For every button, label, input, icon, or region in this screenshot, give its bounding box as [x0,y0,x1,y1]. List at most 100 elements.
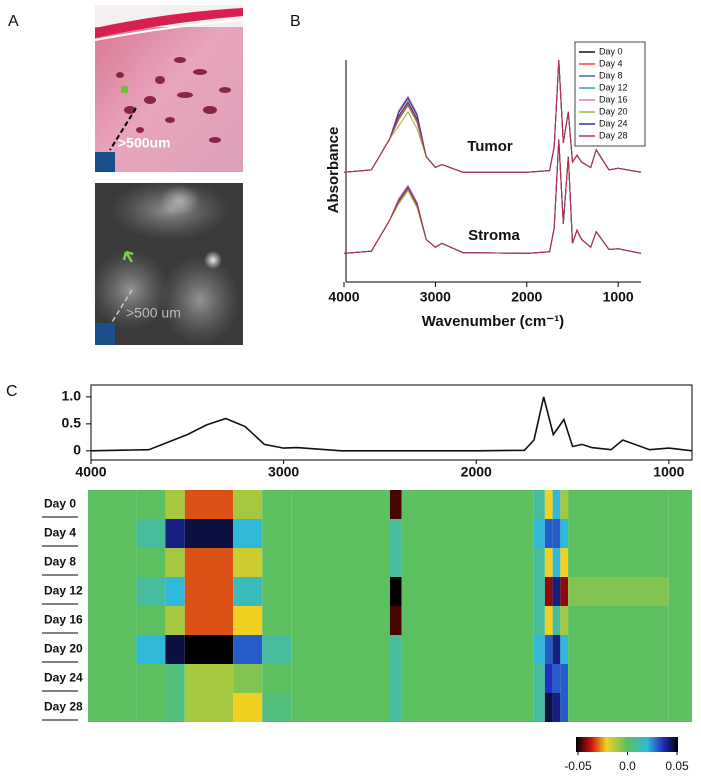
heatmap-cell [136,519,166,548]
heatmap-cell [544,519,553,548]
heatmap-cell [568,664,669,693]
heatmap-cell [184,606,234,635]
row-label: Day 4 [44,526,76,540]
heatmap-cell [291,577,390,606]
heatmap-cell [390,606,402,635]
heatmap-cell [533,693,545,722]
heatmap-cell [390,490,402,519]
heatmap-cell [668,664,692,693]
x-tick-label: 4000 [75,464,106,480]
panel-label: B [290,13,301,30]
heatmap-cell [136,606,166,635]
legend-label: Day 0 [599,46,623,56]
heatmap-cell [291,606,390,635]
heatmap-cell [401,519,534,548]
heatmap-cell [560,519,569,548]
heatmap-cell [552,519,561,548]
heatmap-cell [544,664,553,693]
heatmap-cell [233,519,263,548]
heatmap-cell [552,548,561,577]
heatmap-cell [88,548,137,577]
heatmap-cell [560,548,569,577]
heatmap-cell [184,693,234,722]
heatmap-cell [401,490,534,519]
heatmap-cell [544,548,553,577]
legend-label: Day 4 [599,58,623,68]
y-tick-label: 0.5 [62,415,82,431]
heatmap-cell [552,606,561,635]
row-label: Day 8 [44,555,76,569]
heatmap-cell [165,548,185,577]
x-tick-label: 1000 [653,464,684,480]
heatmap-cell [544,635,553,664]
heatmap-cell [233,693,263,722]
heatmap-cell [668,519,692,548]
heatmap-cell [291,548,390,577]
heatmap-cell [560,577,569,606]
heatmap-cell [401,606,534,635]
heatmap-cell [136,693,166,722]
heatmap-cell [552,577,561,606]
heatmap-cell [233,635,263,664]
colorbar-tick-label: 0.0 [619,759,636,773]
row-label: Day 24 [44,671,83,685]
heatmap-cell [552,693,561,722]
heatmap-cell [262,548,292,577]
heatmap-cell [533,606,545,635]
heatmap-cell [165,519,185,548]
heatmap-cell [136,664,166,693]
heatmap-cell [568,548,669,577]
heatmap-cell [165,606,185,635]
heatmap-cell [184,519,234,548]
heatmap-cell [262,490,292,519]
heatmap-cell [136,577,166,606]
heatmap-cell [233,577,263,606]
heatmap-cell [390,693,402,722]
heatmap-cell [136,548,166,577]
heatmap-cell [291,664,390,693]
colorbar-tick-label: 0.05 [665,759,689,773]
heatmap-cell [291,635,390,664]
heatmap-cell [668,606,692,635]
heatmap-cell [552,635,561,664]
heatmap-cell [390,635,402,664]
heatmap-cell [544,693,553,722]
histology-image [94,5,244,172]
heatmap-cell [262,606,292,635]
heatmap-cell [533,548,545,577]
heatmap-cell [291,693,390,722]
heatmap-cell [184,548,234,577]
heatmap-cell [568,490,669,519]
heatmap-cell [533,664,545,693]
heatmap-cell [165,693,185,722]
heatmap-cell [568,519,669,548]
heatmap-cell [165,664,185,693]
heatmap-cell [136,635,166,664]
heatmap-cell [533,490,545,519]
heatmap-cell [544,490,553,519]
legend-label: Day 12 [599,82,628,92]
heatmap-cell [262,693,292,722]
heatmap-cell [401,577,534,606]
scale-label: >500 um [126,305,181,321]
heatmap-cell [165,635,185,664]
panel-label: C [6,383,18,400]
fluorescence-image [90,180,243,345]
legend-label: Day 20 [599,106,628,116]
heatmap-cell [568,606,669,635]
heatmap-cell [668,548,692,577]
y-tick-label: 0 [73,442,81,458]
heatmap-cell [390,519,402,548]
heatmap-cell [88,635,137,664]
row-label: Day 28 [44,700,83,714]
legend-label: Day 16 [599,94,628,104]
heatmap-cell [533,577,545,606]
heatmap-cell [560,606,569,635]
legend-box [574,41,646,147]
heatmap-cell [233,606,263,635]
row-label: Day 20 [44,642,83,656]
annotation: Tumor [467,138,513,155]
spectrum-line [90,396,693,452]
heatmap-cell [262,577,292,606]
